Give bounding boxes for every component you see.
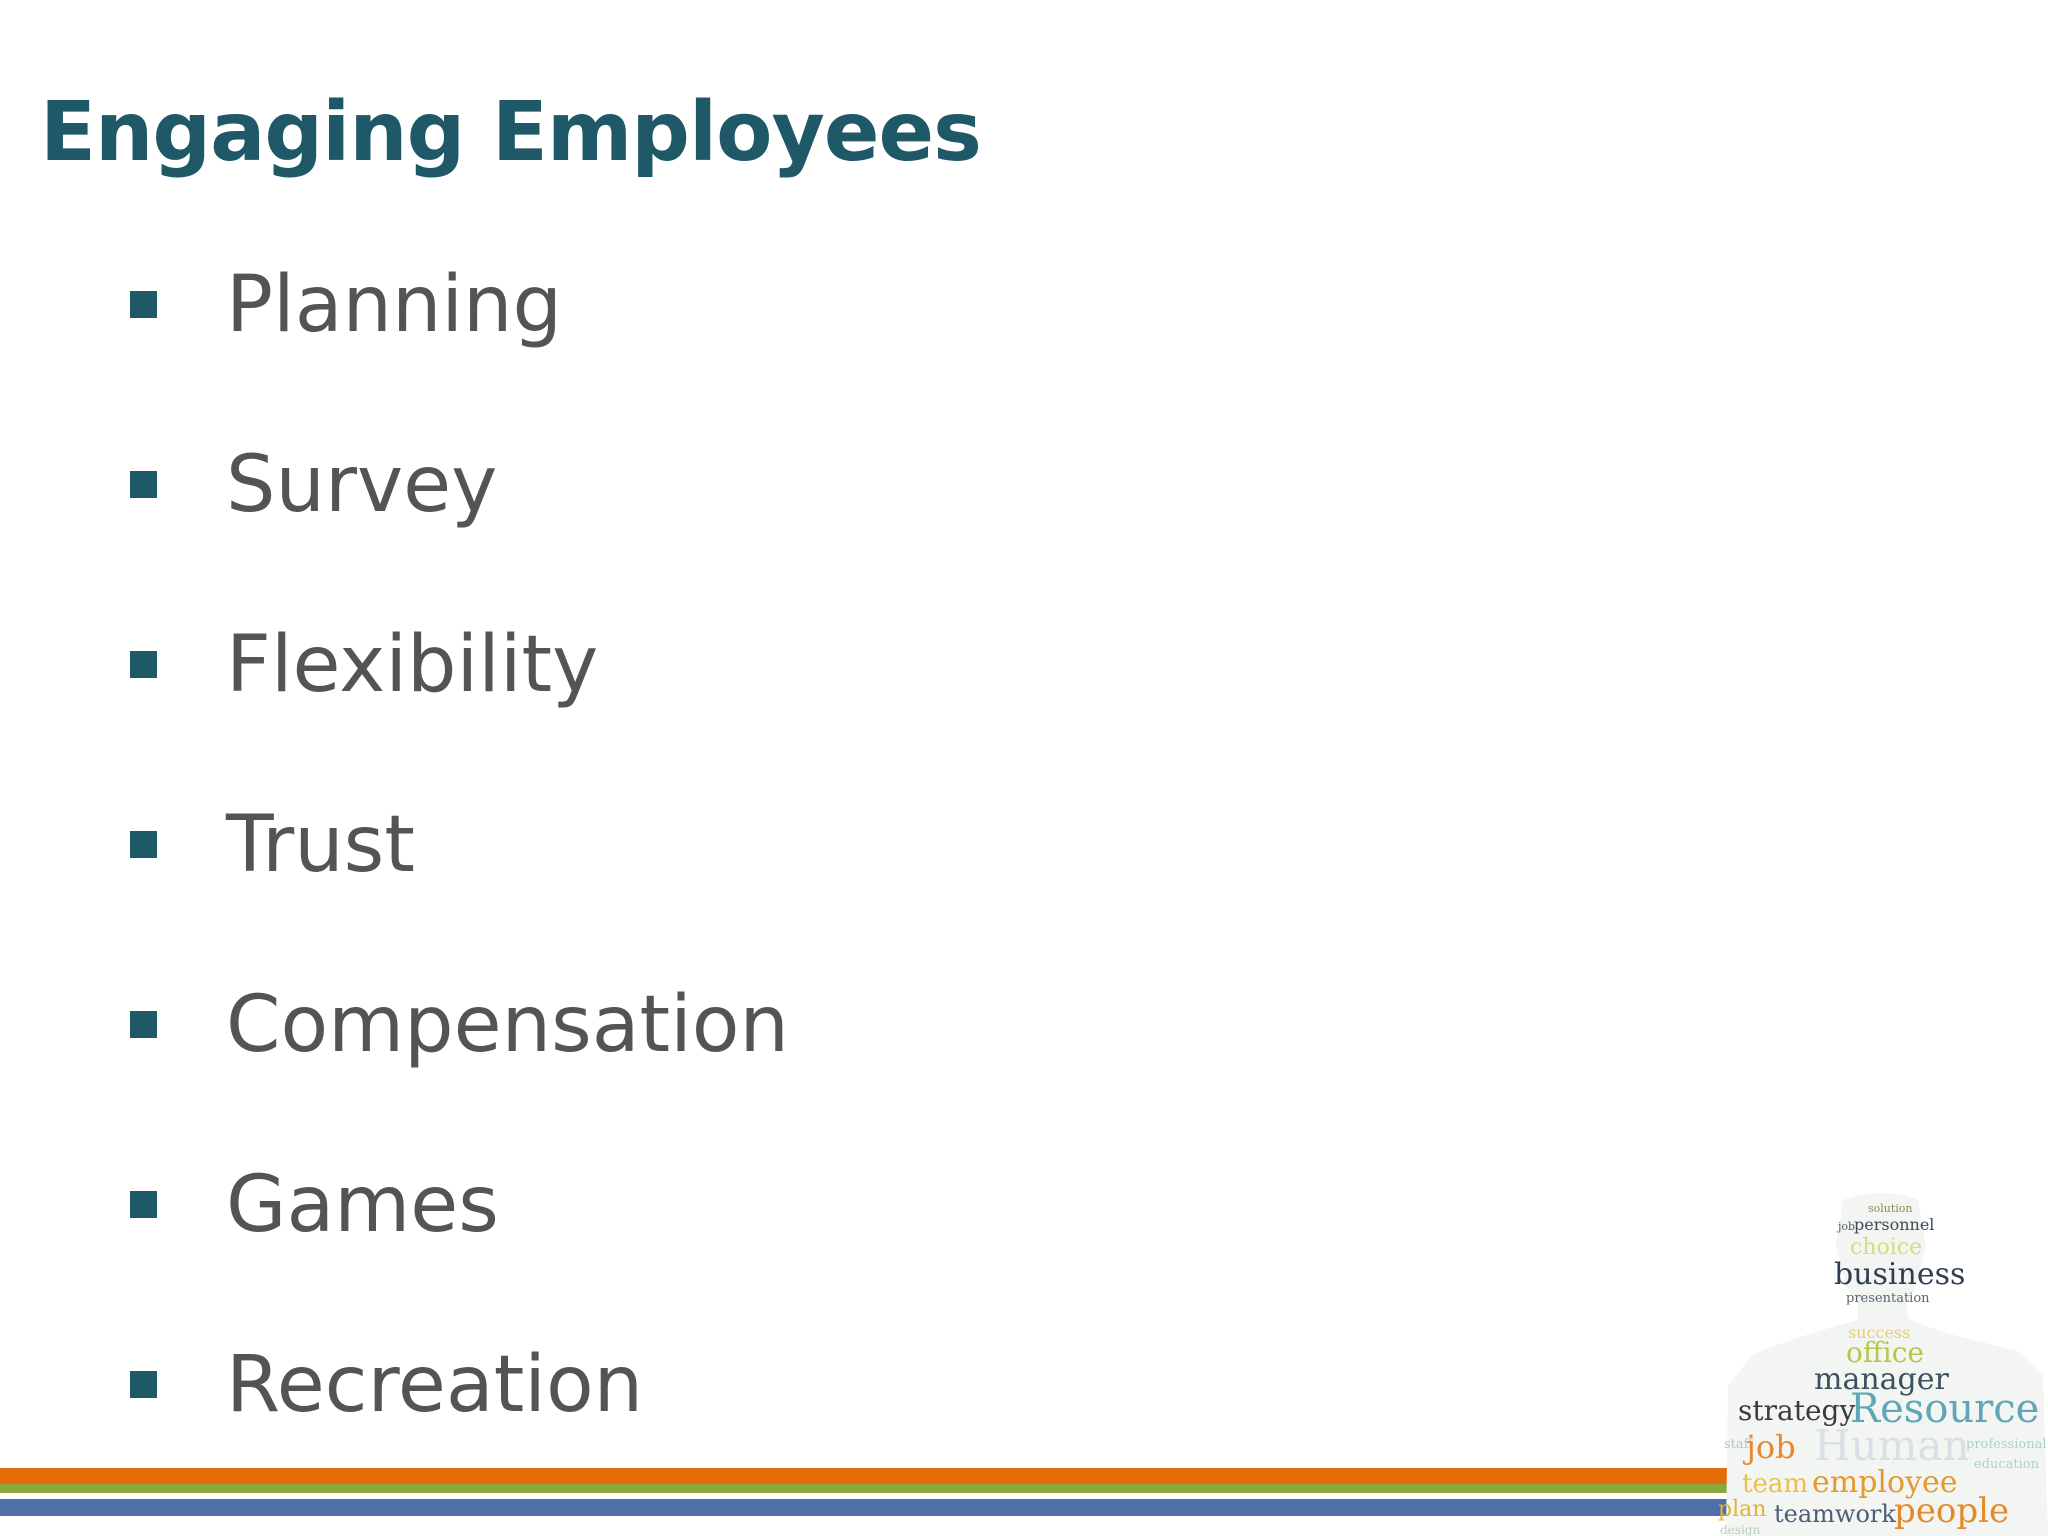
square-bullet-icon bbox=[130, 831, 157, 858]
wordcloud-word: choice bbox=[1850, 1235, 1922, 1260]
bullet-item: Flexibility bbox=[0, 610, 900, 720]
wordcloud-word: job bbox=[1742, 1428, 1796, 1466]
square-bullet-icon bbox=[130, 1191, 157, 1218]
wordcloud-word: personnel bbox=[1854, 1215, 1934, 1234]
square-bullet-icon bbox=[130, 471, 157, 498]
bullet-item: Trust bbox=[0, 790, 900, 900]
bullet-label: Compensation bbox=[226, 980, 789, 1070]
bullet-item: Games bbox=[0, 1150, 900, 1260]
person-silhouette-wordcloud-icon: solution job personnel choice business p… bbox=[1718, 1186, 2048, 1536]
wordcloud-word: strategy bbox=[1738, 1394, 1855, 1427]
bullet-label: Flexibility bbox=[226, 620, 599, 710]
bullet-item: Recreation bbox=[0, 1330, 900, 1440]
square-bullet-icon bbox=[130, 651, 157, 678]
bullet-label: Games bbox=[226, 1160, 499, 1250]
square-bullet-icon bbox=[130, 1371, 157, 1398]
wordcloud-word: success bbox=[1848, 1323, 1910, 1342]
wordcloud-word: manager bbox=[1814, 1362, 1949, 1397]
bullet-item: Planning bbox=[0, 250, 900, 360]
wordcloud-word: design bbox=[1720, 1523, 1760, 1536]
wordcloud-word: business bbox=[1834, 1257, 1965, 1292]
square-bullet-icon bbox=[130, 291, 157, 318]
wordcloud-word: people bbox=[1894, 1491, 2009, 1531]
square-bullet-icon bbox=[130, 1011, 157, 1038]
slide-title: Engaging Employees bbox=[40, 85, 982, 180]
footer-stripe-blue bbox=[0, 1499, 1730, 1516]
bullet-label: Planning bbox=[226, 260, 562, 350]
wordcloud-word: job bbox=[1836, 1220, 1855, 1233]
wordcloud-word: plan bbox=[1718, 1497, 1766, 1522]
wordcloud-word: solution bbox=[1868, 1202, 1913, 1215]
wordcloud-word: professional bbox=[1966, 1437, 2046, 1452]
wordcloud-word: presentation bbox=[1846, 1291, 1930, 1306]
wordcloud-word: Resource bbox=[1850, 1386, 2039, 1432]
wordcloud-word: teamwork bbox=[1774, 1500, 1896, 1528]
bullet-label: Trust bbox=[226, 800, 415, 890]
wordcloud-word: Human bbox=[1814, 1421, 1970, 1470]
wordcloud-word: office bbox=[1846, 1336, 1924, 1369]
footer-stripe-green bbox=[0, 1484, 1730, 1493]
bullet-item: Compensation bbox=[0, 970, 900, 1080]
bullet-item: Survey bbox=[0, 430, 900, 540]
footer-stripe-orange bbox=[0, 1468, 1730, 1484]
bullet-label: Recreation bbox=[226, 1340, 644, 1430]
wordcloud-word: team bbox=[1742, 1469, 1808, 1499]
bullet-label: Survey bbox=[226, 440, 498, 530]
wordcloud-word: education bbox=[1974, 1457, 2040, 1472]
wordcloud-word: staff bbox=[1724, 1437, 1755, 1452]
wordcloud-word: employee bbox=[1812, 1465, 1958, 1500]
